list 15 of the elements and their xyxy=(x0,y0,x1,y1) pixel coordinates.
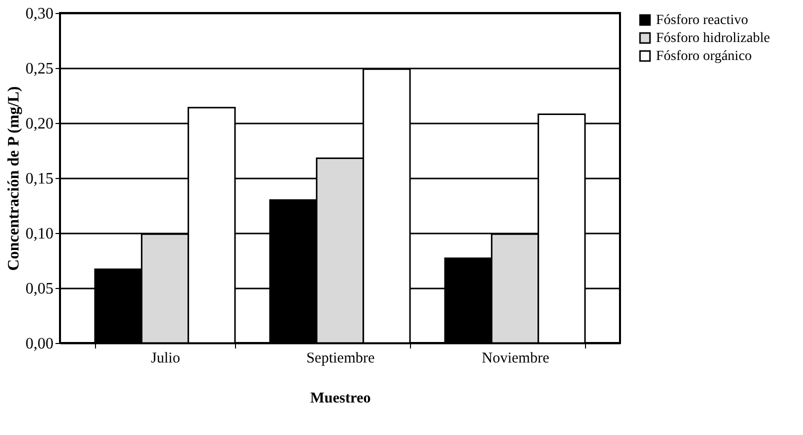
legend-label: Fósforo orgánico xyxy=(656,49,752,64)
legend-label: Fósforo hidrolizable xyxy=(656,31,770,46)
x-tick-label: Septiembre xyxy=(306,350,375,366)
y-tick-label: 0,25 xyxy=(26,60,54,78)
y-tick-label: 0,30 xyxy=(26,6,54,22)
y-tick-label: 0,05 xyxy=(26,280,54,298)
y-tick-label: 0,15 xyxy=(26,170,54,188)
legend-label: Fósforo reactivo xyxy=(656,13,748,28)
y-tick-label: 0,20 xyxy=(26,116,54,132)
x-axis-title: Muestreo xyxy=(310,390,371,406)
y-tick-label: 0,00 xyxy=(26,336,54,352)
y-axis-title: Concentración de P (mg/L) xyxy=(6,86,22,271)
y-tick-label: 0,10 xyxy=(26,226,54,242)
x-tick-label: Noviembre xyxy=(482,350,550,366)
x-tick-label: Julio xyxy=(150,350,180,366)
